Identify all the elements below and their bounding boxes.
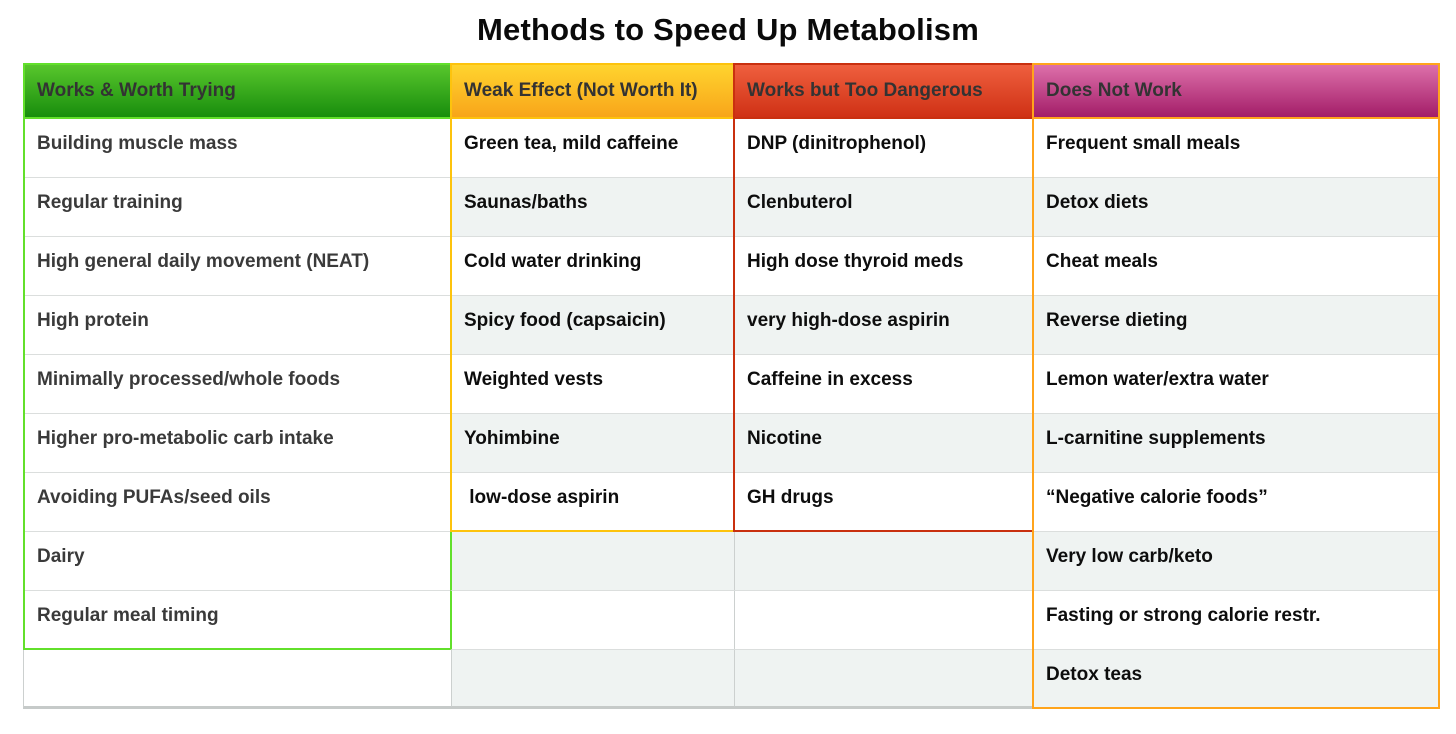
column-bordered-cells: Building muscle mass Regular training High… bbox=[23, 119, 452, 650]
table-cell: Fasting or strong calorie restr. bbox=[1034, 591, 1438, 650]
page-title: Methods to Speed Up Metabolism bbox=[476, 12, 980, 47]
table-cell: very high-dose aspirin bbox=[735, 296, 1032, 355]
table-cell: Lemon water/extra water bbox=[1034, 355, 1438, 414]
column-header-works-too-dangerous: Works but Too Dangerous bbox=[733, 63, 1034, 119]
column-works-worth-trying: Works & Worth Trying Building muscle mas… bbox=[23, 63, 452, 709]
table-cell: Regular meal timing bbox=[25, 591, 450, 648]
table-cell bbox=[450, 532, 735, 591]
table-cell: Cold water drinking bbox=[452, 237, 733, 296]
table-cell bbox=[733, 650, 1034, 709]
table-cell bbox=[450, 591, 735, 650]
table-cell: Detox diets bbox=[1034, 178, 1438, 237]
table-cell: High dose thyroid meds bbox=[735, 237, 1032, 296]
column-header-does-not-work: Does Not Work bbox=[1032, 63, 1440, 119]
table-cell bbox=[450, 650, 735, 709]
table-cell: low-dose aspirin bbox=[452, 473, 733, 530]
table-cell: Reverse dieting bbox=[1034, 296, 1438, 355]
table-cell bbox=[733, 591, 1034, 650]
table-cell: Green tea, mild caffeine bbox=[452, 119, 733, 178]
table-cell: Detox teas bbox=[1034, 650, 1438, 707]
table-cell: Nicotine bbox=[735, 414, 1032, 473]
table-cell bbox=[733, 532, 1034, 591]
table-cell: Cheat meals bbox=[1034, 237, 1438, 296]
column-bordered-cells: Frequent small meals Detox diets Cheat mea… bbox=[1032, 119, 1440, 709]
column-bordered-cells: Green tea, mild caffeine Saunas/baths Cold… bbox=[450, 119, 735, 532]
table-cell: Very low carb/keto bbox=[1034, 532, 1438, 591]
table-cell: Clenbuterol bbox=[735, 178, 1032, 237]
column-header-weak-effect: Weak Effect (Not Worth It) bbox=[450, 63, 735, 119]
column-works-too-dangerous: Works but Too Dangerous DNP (dinitrophen… bbox=[733, 63, 1034, 709]
table-cell: Regular training bbox=[25, 178, 450, 237]
table-cell: Avoiding PUFAs/seed oils bbox=[25, 473, 450, 532]
table-cell bbox=[23, 650, 452, 709]
table-cell: GH drugs bbox=[735, 473, 1032, 530]
column-header-works-worth-trying: Works & Worth Trying bbox=[23, 63, 452, 119]
column-bordered-cells: DNP (dinitrophenol) Clenbuterol High dose … bbox=[733, 119, 1034, 532]
column-does-not-work: Does Not Work Frequent small meals Detox … bbox=[1032, 63, 1440, 709]
table-cell: Spicy food (capsaicin) bbox=[452, 296, 733, 355]
metabolism-comparison-table: Works & Worth Trying Building muscle mas… bbox=[23, 63, 1440, 709]
table-cell: Building muscle mass bbox=[25, 119, 450, 178]
table-cell: Higher pro-metabolic carb intake bbox=[25, 414, 450, 473]
table-cell: High general daily movement (NEAT) bbox=[25, 237, 450, 296]
table-cell: Minimally processed/whole foods bbox=[25, 355, 450, 414]
table-cell: Frequent small meals bbox=[1034, 119, 1438, 178]
table-cell: “Negative calorie foods” bbox=[1034, 473, 1438, 532]
table-cell: Weighted vests bbox=[452, 355, 733, 414]
table-cell: L-carnitine supplements bbox=[1034, 414, 1438, 473]
table-cell: Dairy bbox=[25, 532, 450, 591]
table-cell: High protein bbox=[25, 296, 450, 355]
table-cell: DNP (dinitrophenol) bbox=[735, 119, 1032, 178]
table-cell: Saunas/baths bbox=[452, 178, 733, 237]
table-cell: Yohimbine bbox=[452, 414, 733, 473]
table-cell: Caffeine in excess bbox=[735, 355, 1032, 414]
column-weak-effect: Weak Effect (Not Worth It) Green tea, mi… bbox=[450, 63, 735, 709]
